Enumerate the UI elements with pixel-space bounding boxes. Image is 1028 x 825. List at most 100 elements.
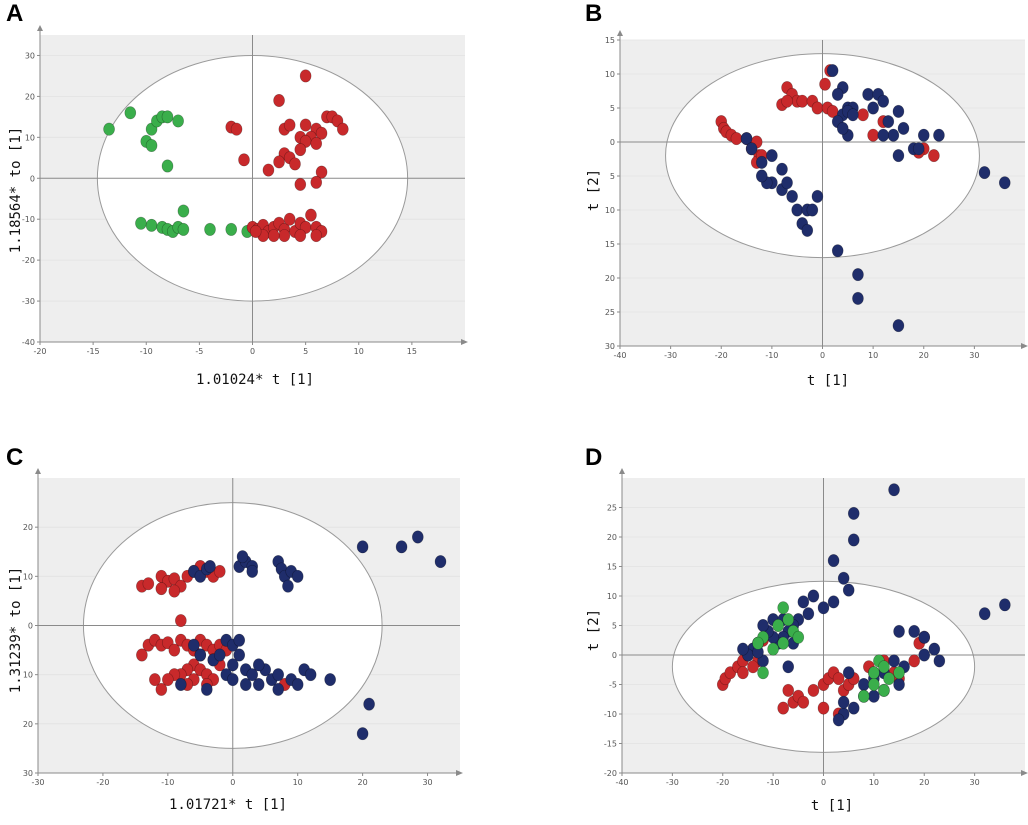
data-point-red-d (797, 695, 810, 709)
data-point-blue-b (897, 121, 910, 135)
data-point-red-a (273, 155, 285, 169)
data-point-blue-b (877, 94, 890, 108)
data-point-green-d (752, 636, 764, 650)
data-point-green-a (124, 106, 137, 120)
panel-d: -40 -30 -20 -10 0 10 20 30 25 20 15 10 5 0 -5 -10 -15 -20… (586, 468, 1028, 814)
data-point-blue-d (817, 601, 830, 615)
x-tick-label-a: 0 (250, 347, 255, 356)
data-point-blue-d (933, 654, 946, 668)
x-axis-arrow-b (1021, 343, 1028, 349)
data-point-red-a (310, 136, 323, 150)
data-point-blue-b (745, 142, 758, 156)
y-tick-label-c: 20 (23, 523, 33, 532)
y-tick-label-a: 10 (25, 133, 35, 142)
y-tick-label-a: 30 (25, 51, 35, 60)
panel-a: -20 -15 -10 -5 0 5 10 15 -40 -30 -20 -10 0 10 20 30 1.01… (8, 25, 468, 388)
data-point-green-d (868, 677, 880, 691)
data-point-blue-c (272, 682, 285, 696)
data-point-red-b (796, 94, 809, 108)
data-point-blue-b (811, 189, 824, 203)
data-point-red-c (142, 577, 155, 591)
data-point-green-d (893, 666, 905, 680)
data-point-blue-d (842, 583, 855, 597)
data-point-red-a (278, 229, 291, 243)
data-point-red-b (730, 132, 743, 146)
data-point-blue-c (233, 648, 246, 662)
data-point-blue-c (201, 682, 213, 696)
data-point-blue-c (282, 579, 294, 593)
data-point-red-d (782, 683, 795, 697)
data-point-blue-d (978, 607, 991, 621)
data-point-blue-b (867, 101, 879, 115)
data-point-blue-b (755, 169, 768, 183)
data-point-green-d (777, 601, 790, 615)
x-tick-label-a: -5 (195, 347, 203, 356)
data-point-red-b (781, 94, 793, 108)
y-tick-label-d: 5 (612, 622, 617, 631)
data-point-red-c (213, 564, 226, 578)
data-point-blue-c (356, 727, 369, 741)
data-point-blue-d (893, 677, 905, 691)
data-point-blue-c (252, 677, 265, 691)
data-point-red-a (299, 118, 312, 132)
data-point-blue-d (847, 506, 860, 520)
data-point-green-d (782, 613, 795, 627)
x-axis-title-b: t [1] (807, 373, 849, 389)
data-point-blue-b (933, 128, 945, 142)
data-point-blue-c (291, 677, 304, 691)
data-point-blue-b (852, 268, 864, 282)
data-point-blue-c (304, 668, 317, 682)
data-point-red-a (337, 122, 349, 136)
data-point-green-a (145, 139, 158, 153)
x-tick-label-b: 20 (919, 351, 929, 360)
y-tick-label-c: 20 (23, 720, 33, 729)
data-point-blue-c (324, 673, 336, 687)
data-point-blue-c (363, 697, 375, 711)
data-point-blue-c (194, 648, 207, 662)
data-point-blue-c (233, 633, 246, 647)
y-tick-label-c: 10 (23, 572, 33, 581)
data-point-blue-d (918, 630, 931, 644)
x-tick-label-c: 10 (293, 778, 303, 787)
data-point-red-a (283, 118, 296, 132)
data-point-blue-b (755, 155, 768, 169)
x-tick-label-d: -10 (767, 778, 780, 787)
data-point-red-c (155, 682, 168, 696)
y-tick-label-b: 20 (605, 274, 615, 283)
data-point-red-a (294, 229, 307, 243)
data-point-red-d (908, 654, 920, 668)
data-point-red-d (747, 660, 759, 674)
data-point-green-d (878, 683, 890, 697)
y-tick-label-d: 25 (607, 504, 617, 513)
y-tick-label-b: 10 (605, 206, 615, 215)
data-point-blue-c (252, 658, 265, 672)
x-tick-label-d: -40 (615, 778, 628, 787)
data-point-blue-b (862, 87, 874, 101)
data-point-blue-b (801, 223, 814, 237)
y-tick-label-b: 0 (610, 138, 615, 147)
y-tick-label-b: 10 (605, 70, 615, 79)
y-tick-label-a: -30 (22, 297, 35, 306)
x-tick-label-d: 10 (869, 778, 879, 787)
data-point-red-a (310, 229, 323, 243)
data-point-red-b (819, 77, 831, 91)
x-tick-label-b: 10 (868, 351, 878, 360)
y-tick-label-c: 0 (28, 622, 33, 631)
data-point-red-c (149, 673, 161, 687)
data-point-red-b (811, 101, 824, 115)
data-point-blue-d (918, 648, 931, 662)
data-point-blue-d (847, 701, 860, 715)
data-point-green-d (757, 666, 769, 680)
y-tick-label-b: 5 (610, 104, 615, 113)
panel-letter-b: B (585, 0, 603, 27)
data-point-blue-c (411, 530, 424, 544)
data-point-red-b (928, 149, 940, 163)
data-point-blue-b (831, 87, 844, 101)
data-point-blue-b (917, 128, 930, 142)
data-point-green-d (772, 618, 784, 632)
x-tick-label-d: -20 (716, 778, 729, 787)
data-point-red-a (299, 69, 312, 83)
data-point-blue-d (827, 554, 840, 568)
y-tick-label-d: 0 (612, 651, 617, 660)
